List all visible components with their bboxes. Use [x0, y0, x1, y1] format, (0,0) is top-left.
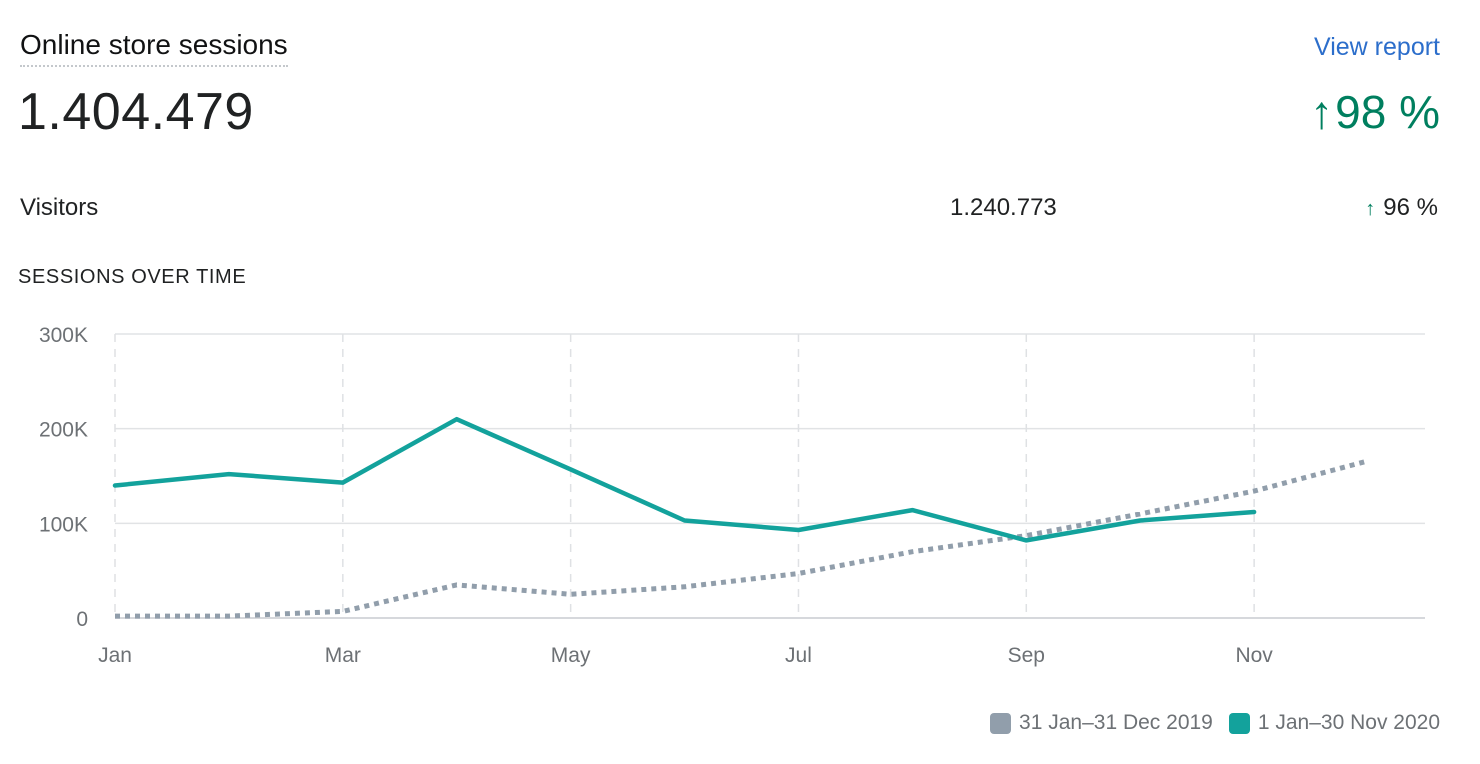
- horizontal-gridlines: [115, 333, 1425, 619]
- series-line-previous[interactable]: [115, 458, 1369, 619]
- x-axis-labels: Jan Mar May Jul Sep Nov: [98, 644, 1273, 667]
- view-report-link[interactable]: View report: [1314, 33, 1440, 61]
- chart-legend: 31 Jan–31 Dec 2019 1 Jan–30 Nov 2020: [974, 708, 1440, 738]
- visitors-row: Visitors 1.240.773 ↑ 96 %: [20, 192, 1438, 224]
- arrow-up-icon: ↑: [1365, 198, 1376, 220]
- visitors-value: 1.240.773: [950, 194, 1057, 221]
- legend-swatch-previous: [990, 712, 1012, 734]
- y-tick-label: 300K: [39, 324, 88, 347]
- x-tick-label: Sep: [1008, 644, 1045, 667]
- sessions-line-chart[interactable]: 0 100K 200K 300K Jan Mar May Jul Sep Nov: [0, 300, 1480, 690]
- y-tick-label: 100K: [39, 513, 88, 536]
- total-change-value: 98 %: [1335, 86, 1440, 138]
- legend-item-previous[interactable]: 31 Jan–31 Dec 2019: [990, 711, 1213, 735]
- total-sessions-value: 1.404.479: [18, 83, 254, 141]
- x-tick-label: Jul: [785, 644, 812, 667]
- card-title[interactable]: Online store sessions: [20, 28, 288, 67]
- section-title: SESSIONS OVER TIME: [18, 266, 247, 288]
- arrow-up-icon: ↑: [1310, 86, 1334, 138]
- legend-label-previous: 31 Jan–31 Dec 2019: [1019, 711, 1213, 734]
- y-tick-label: 200K: [39, 419, 88, 442]
- legend-item-current[interactable]: 1 Jan–30 Nov 2020: [1228, 711, 1440, 735]
- visitors-change-value: 96 %: [1383, 194, 1438, 221]
- series-lines: [112, 416, 1369, 619]
- visitors-change: ↑ 96 %: [1365, 192, 1438, 225]
- legend-label-current: 1 Jan–30 Nov 2020: [1257, 711, 1440, 734]
- x-tick-label: May: [551, 644, 591, 667]
- visitors-label: Visitors: [20, 194, 99, 221]
- x-tick-label: Mar: [325, 644, 361, 667]
- total-sessions-change: ↑98 %: [1310, 84, 1440, 140]
- y-tick-label: 0: [76, 608, 88, 631]
- x-tick-label: Nov: [1235, 644, 1273, 667]
- vertical-gridlines: [114, 334, 1255, 618]
- x-tick-label: Jan: [98, 644, 132, 667]
- series-line-current[interactable]: [112, 416, 1257, 543]
- legend-swatch-current: [1228, 712, 1250, 734]
- y-axis-labels: 0 100K 200K 300K: [39, 324, 88, 631]
